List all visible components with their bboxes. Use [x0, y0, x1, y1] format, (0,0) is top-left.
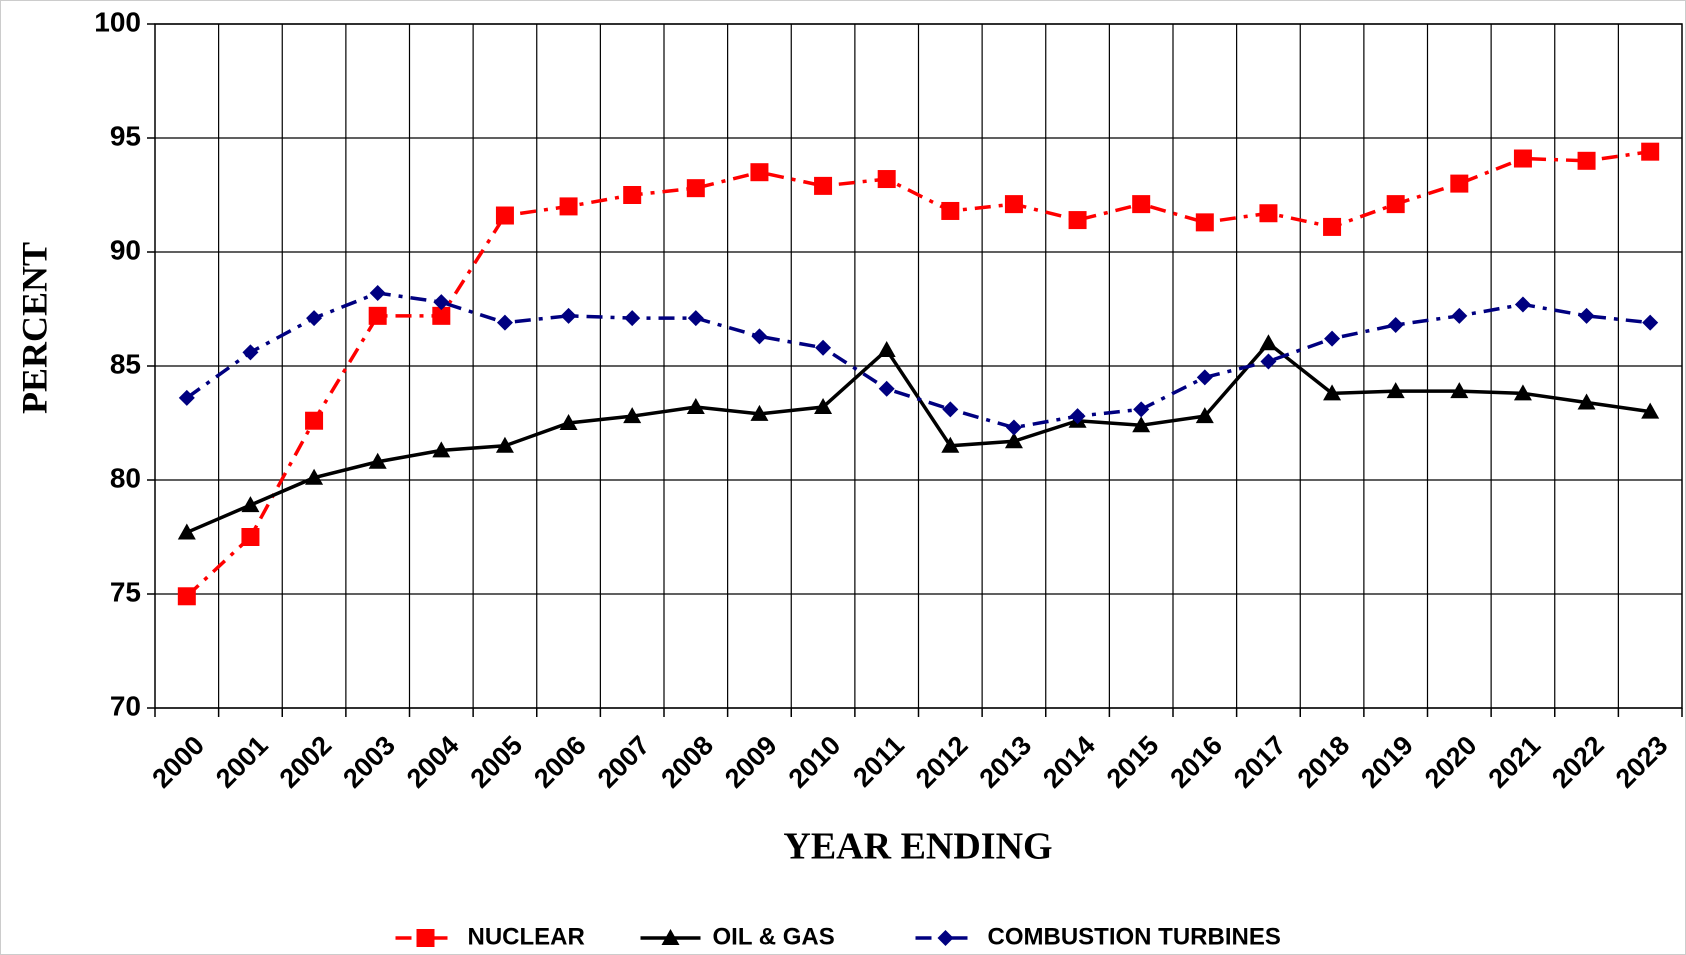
legend-item: COMBUSTION TURBINES: [915, 923, 1281, 950]
marker: [306, 310, 323, 327]
marker: [560, 307, 577, 324]
marker: [1513, 384, 1532, 401]
marker: [1514, 296, 1531, 313]
marker: [432, 306, 451, 325]
marker: [1577, 393, 1596, 410]
marker: [1641, 402, 1660, 419]
marker: [878, 380, 895, 397]
marker: [750, 404, 769, 421]
marker: [1005, 419, 1022, 436]
marker: [750, 163, 769, 182]
marker: [1195, 407, 1214, 424]
legend-label: COMBUSTION TURBINES: [988, 923, 1281, 950]
marker: [877, 341, 896, 358]
marker: [1578, 307, 1595, 324]
marker: [432, 441, 451, 458]
marker: [559, 197, 578, 216]
marker: [305, 411, 324, 430]
y-tick-label: 75: [110, 576, 141, 607]
marker: [623, 407, 642, 424]
marker: [241, 528, 260, 546]
marker: [433, 294, 450, 311]
marker: [751, 328, 768, 345]
marker: [495, 206, 514, 225]
marker: [1132, 195, 1151, 214]
marker: [1195, 213, 1214, 232]
marker: [1513, 149, 1532, 168]
legend-marker: [661, 929, 680, 945]
marker: [1259, 334, 1278, 351]
y-tick-label: 85: [110, 348, 141, 379]
marker: [1133, 401, 1150, 418]
marker: [1387, 316, 1404, 333]
marker: [1324, 330, 1341, 347]
marker: [1386, 382, 1405, 399]
marker: [1386, 195, 1405, 214]
marker: [177, 523, 196, 540]
marker: [368, 452, 387, 469]
marker: [241, 496, 260, 513]
marker: [941, 436, 960, 453]
marker: [1642, 314, 1659, 331]
marker: [1323, 384, 1342, 401]
marker: [686, 398, 705, 415]
marker: [1260, 353, 1277, 370]
marker: [942, 401, 959, 418]
legend-label: NUCLEAR: [468, 923, 585, 950]
y-axis-label: PERCENT: [14, 242, 54, 414]
marker: [686, 179, 705, 198]
marker: [624, 310, 641, 327]
marker: [559, 414, 578, 430]
marker: [1577, 151, 1596, 170]
marker: [1068, 211, 1087, 230]
marker: [305, 468, 324, 485]
y-tick-label: 95: [110, 120, 141, 151]
marker: [368, 306, 387, 325]
marker: [815, 339, 832, 356]
marker: [1132, 416, 1151, 433]
marker: [687, 310, 704, 327]
marker: [877, 170, 896, 189]
marker: [1323, 217, 1342, 236]
marker: [178, 389, 195, 406]
legend-label: OIL & GAS: [713, 923, 835, 950]
marker: [242, 344, 259, 361]
legend-marker: [937, 930, 954, 946]
marker: [1450, 382, 1469, 399]
series-line: [185, 149, 1651, 598]
marker: [177, 587, 196, 606]
series-line: [185, 291, 1651, 430]
marker: [1450, 174, 1469, 193]
marker: [369, 285, 386, 302]
legend-marker: [416, 929, 435, 947]
marker: [1641, 142, 1660, 161]
y-tick-label: 90: [110, 234, 141, 265]
y-tick-label: 100: [94, 6, 141, 37]
marker: [496, 314, 513, 331]
marker: [1451, 307, 1468, 324]
y-tick-label: 80: [110, 462, 141, 493]
marker: [1004, 432, 1023, 449]
marker: [1259, 204, 1278, 223]
marker: [1004, 195, 1023, 214]
marker: [941, 201, 960, 220]
marker: [814, 176, 833, 195]
marker: [495, 436, 514, 453]
legend-item: NUCLEAR: [395, 923, 585, 950]
y-tick-label: 70: [110, 690, 141, 721]
marker: [1196, 369, 1213, 386]
x-axis-label: YEAR ENDING: [783, 826, 1052, 868]
marker: [814, 398, 833, 415]
marker: [1069, 408, 1086, 425]
marker: [623, 186, 642, 204]
legend-item: OIL & GAS: [640, 923, 835, 950]
